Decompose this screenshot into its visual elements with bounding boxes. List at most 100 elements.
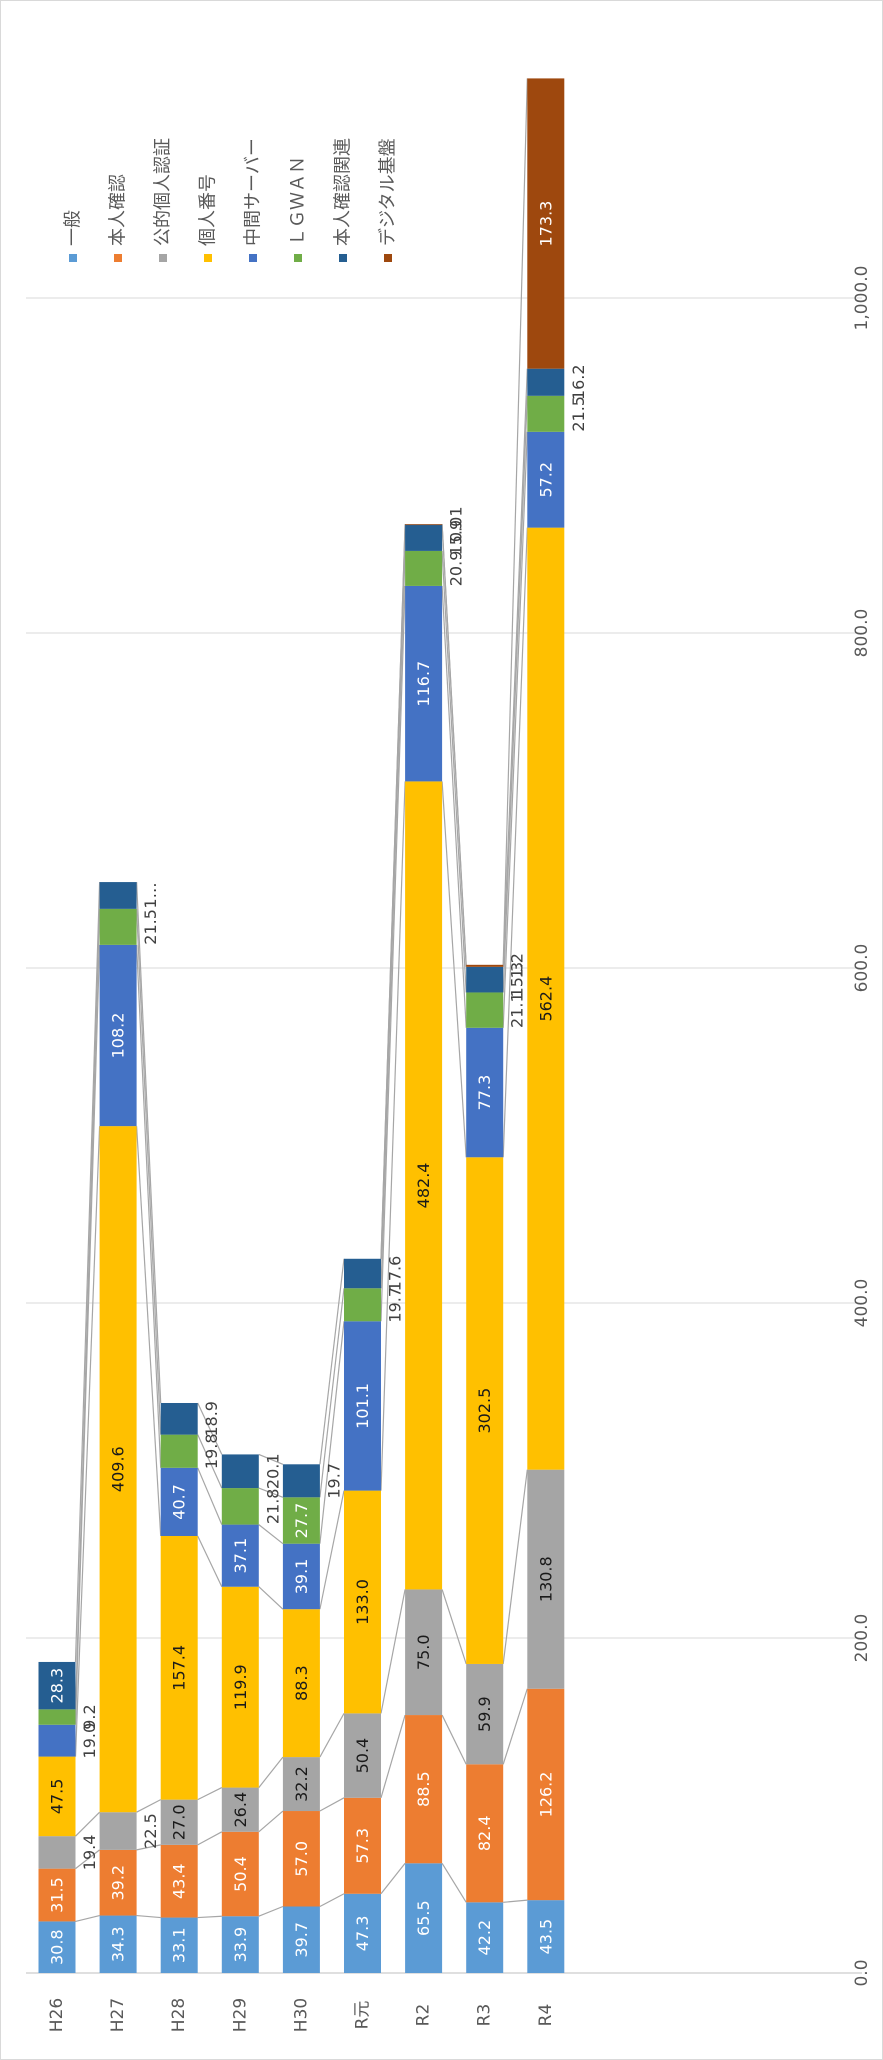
series-line — [197, 1434, 223, 1489]
data-label: 130.8 — [536, 1556, 555, 1602]
bar-segment — [221, 1831, 259, 1917]
bar-segment — [221, 1454, 259, 1489]
bar-segment — [405, 585, 443, 782]
bar-segment — [160, 1402, 198, 1435]
series-line — [75, 1914, 100, 1922]
series-line — [319, 1258, 345, 1465]
legend-swatch — [204, 254, 212, 262]
data-label: 43.5 — [536, 1919, 555, 1955]
category-label: R4 — [536, 2004, 556, 2027]
bar-segment — [527, 78, 565, 369]
series-line — [380, 550, 406, 1289]
category-label: H29 — [230, 1998, 250, 2032]
bar-segment — [160, 1535, 198, 1800]
series-line — [136, 1126, 162, 1537]
series-line — [502, 431, 528, 1028]
series-line — [502, 527, 528, 1158]
bar-segment — [99, 1849, 137, 1916]
data-label: 39.2 — [109, 1865, 128, 1901]
bar-segment — [160, 1799, 198, 1845]
legend-label: 個人番号 — [198, 174, 219, 246]
series-line — [197, 1402, 223, 1455]
series-line — [136, 1844, 161, 1851]
legend-swatch — [69, 254, 77, 262]
bar-segment — [38, 1921, 76, 1973]
bar-segment — [344, 1490, 381, 1714]
series-line — [74, 882, 101, 1662]
series-line — [258, 1756, 284, 1788]
legend-swatch — [384, 254, 392, 262]
series-line — [136, 1799, 161, 1813]
series-line — [380, 524, 406, 1259]
series-line — [441, 1589, 467, 1665]
bar-segment — [221, 1524, 259, 1587]
bar-segment — [38, 1724, 76, 1757]
bar-segment — [282, 1609, 320, 1758]
legend-label: 公的個人認証 — [153, 138, 174, 246]
value-tick-label: 800.0 — [852, 609, 872, 658]
series-line — [441, 524, 467, 965]
data-label: 0.01 — [447, 506, 466, 542]
series-line — [380, 1862, 406, 1895]
bar-segment — [527, 395, 565, 432]
series-line — [441, 550, 467, 993]
bar-segment — [160, 1917, 198, 1973]
series-line — [136, 944, 162, 1468]
bar-segment — [160, 1434, 198, 1468]
bar-segment — [405, 524, 443, 526]
bar-segment — [38, 1709, 76, 1725]
bar-segment — [282, 1464, 320, 1498]
series-lines — [74, 78, 528, 1922]
bar-segment — [221, 1916, 259, 1973]
series-line — [441, 585, 467, 1028]
data-label: 40.7 — [170, 1484, 189, 1520]
series-line — [197, 1535, 223, 1588]
data-label: 88.5 — [414, 1771, 433, 1807]
bar-segment — [221, 1488, 259, 1525]
data-label: 108.2 — [109, 1013, 128, 1059]
data-label: 57.0 — [292, 1841, 311, 1877]
data-label: 57.3 — [353, 1828, 372, 1864]
data-label: 59.9 — [475, 1696, 494, 1732]
bar-segment — [405, 1589, 443, 1716]
bar-segment — [344, 1258, 381, 1289]
data-label: 82.4 — [475, 1815, 494, 1851]
bar-segment — [99, 944, 137, 1127]
series-line — [258, 1586, 284, 1610]
series-line — [502, 368, 528, 967]
bar-segment — [160, 1467, 198, 1536]
value-tick-label: 200.0 — [852, 1614, 872, 1663]
bar-segment — [466, 966, 504, 993]
bar-segment — [527, 1469, 565, 1689]
bar-segment — [344, 1797, 381, 1894]
bar-segment — [405, 524, 443, 551]
data-label: 33.9 — [231, 1927, 250, 1963]
data-label: 34.3 — [109, 1926, 128, 1962]
bar-segments — [38, 78, 565, 1973]
data-label: 157.4 — [170, 1645, 189, 1691]
category-label: H28 — [169, 1998, 189, 2032]
bar-segment — [405, 1863, 443, 1973]
series-line — [441, 1714, 467, 1765]
data-label: 18.9 — [202, 1401, 221, 1437]
bar-segment — [527, 368, 565, 396]
bar-segment — [527, 1688, 565, 1901]
category-axis-labels: H26 H27 H28 H29 H30 R元 R2 R3 R4 — [47, 1998, 556, 2032]
data-label: 15.3 — [508, 962, 527, 998]
bar-segment — [99, 1915, 137, 1973]
legend-label: ＬＧＷＡＮ — [288, 156, 309, 246]
data-label: 65.5 — [414, 1900, 433, 1936]
data-label: 21.5 — [569, 396, 588, 432]
category-label: H26 — [47, 1998, 67, 2032]
data-label: 133.0 — [353, 1579, 372, 1625]
series-line — [319, 1797, 345, 1812]
bar-segment — [38, 1756, 76, 1837]
data-label: 75.0 — [414, 1634, 433, 1670]
legend-swatch — [114, 254, 122, 262]
data-label: 39.7 — [292, 1922, 311, 1958]
data-label: 101.1 — [353, 1383, 372, 1429]
series-line — [380, 585, 406, 1322]
series-line — [502, 78, 528, 965]
data-label: 32.2 — [292, 1766, 311, 1802]
series-line — [258, 1453, 284, 1465]
